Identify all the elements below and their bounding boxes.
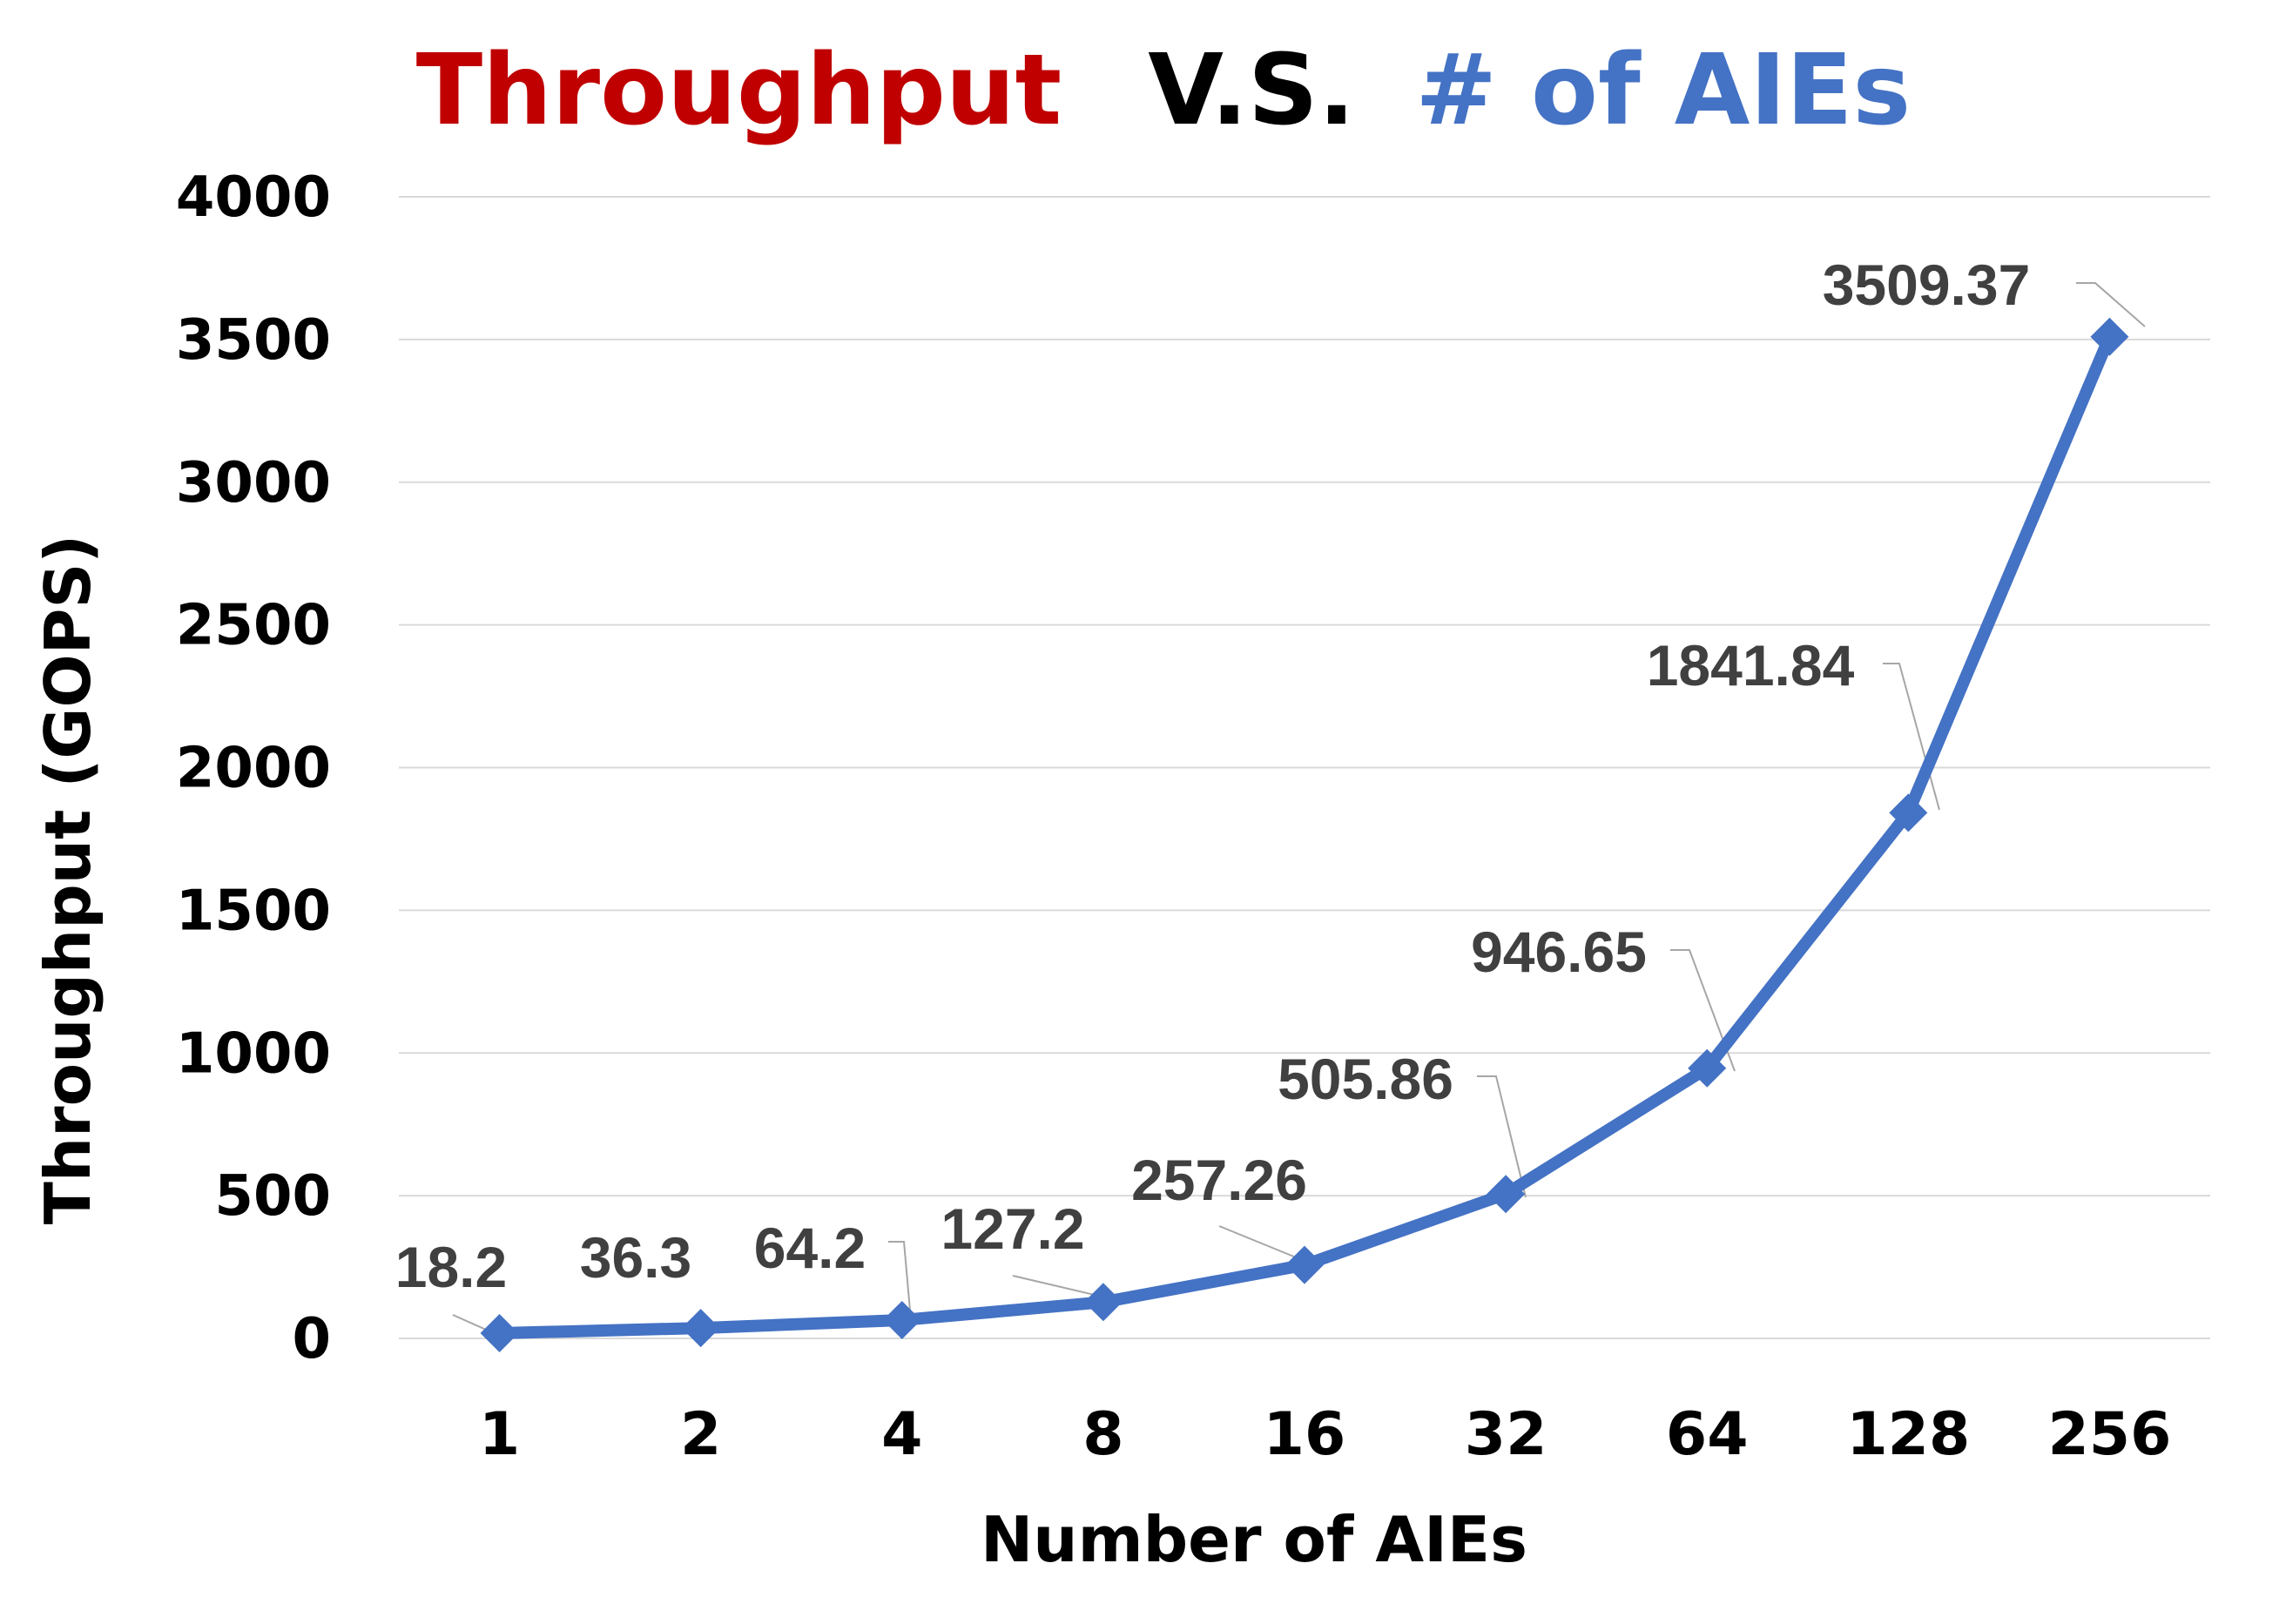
- data-point-marker: [2090, 317, 2129, 356]
- y-tick-label: 3000: [176, 451, 331, 516]
- x-axis-title: Number of AIEs: [981, 1503, 1527, 1576]
- y-tick-label: 500: [214, 1164, 331, 1229]
- chart-title-aies: # of AIEs: [1415, 34, 1911, 147]
- x-tick-label: 128: [1846, 1400, 1970, 1469]
- data-label-leader: [1883, 663, 1940, 811]
- y-axis-ticks: 0 500 1000 1500 2000 2500 3000 3500 4000: [176, 165, 331, 1371]
- series-markers: [480, 317, 2129, 1353]
- data-point-marker: [882, 1300, 921, 1339]
- y-tick-label: 2000: [176, 737, 331, 801]
- data-label: 18.2: [395, 1235, 507, 1299]
- data-point-marker: [480, 1314, 519, 1353]
- data-label-leader: [1670, 949, 1736, 1072]
- data-label: 3509.37: [1823, 253, 2031, 317]
- data-point-marker: [1688, 1048, 1727, 1088]
- gridlines: [399, 196, 2210, 1339]
- data-point-marker: [1083, 1283, 1123, 1322]
- data-label: 36.3: [580, 1225, 691, 1290]
- y-axis-title: Throughput (GOPS): [31, 535, 105, 1224]
- y-tick-label: 2500: [176, 594, 331, 658]
- chart-title: Throughput V.S. # of AIEs: [416, 34, 1911, 147]
- x-tick-label: 4: [881, 1400, 922, 1469]
- y-tick-label: 1500: [176, 879, 331, 943]
- data-label: 64.2: [754, 1216, 866, 1280]
- data-point-marker: [1487, 1175, 1526, 1214]
- data-label-leader: [888, 1241, 911, 1311]
- data-point-marker: [1889, 793, 1928, 832]
- data-labels: 18.2 36.3 64.2 127.2 257.26 505.86 946.65 1841.…: [395, 253, 2031, 1299]
- y-tick-label: 0: [292, 1307, 331, 1371]
- y-tick-label: 4000: [176, 165, 331, 230]
- x-tick-label: 16: [1264, 1400, 1346, 1469]
- y-tick-label: 1000: [176, 1021, 331, 1086]
- chart-title-vs: V.S.: [1148, 34, 1355, 147]
- chart-title-throughput: Throughput: [416, 34, 1062, 147]
- data-label: 946.65: [1471, 920, 1647, 984]
- x-tick-label: 64: [1666, 1400, 1749, 1469]
- data-label-leader: [1477, 1075, 1527, 1198]
- x-tick-label: 32: [1465, 1400, 1547, 1469]
- x-tick-label: 256: [2047, 1400, 2171, 1469]
- data-point-marker: [1285, 1245, 1324, 1284]
- data-label: 257.26: [1131, 1148, 1307, 1212]
- data-label: 127.2: [941, 1196, 1084, 1261]
- data-label-leader: [2076, 282, 2146, 327]
- x-tick-label: 1: [479, 1400, 520, 1469]
- x-tick-label: 2: [680, 1400, 721, 1469]
- x-axis-ticks: 1 2 4 8 16 32 64 128 256: [479, 1400, 2172, 1469]
- x-tick-label: 8: [1082, 1400, 1123, 1469]
- data-label: 1841.84: [1647, 633, 1855, 697]
- data-point-marker: [681, 1309, 720, 1348]
- y-tick-label: 3500: [176, 308, 331, 373]
- data-label: 505.86: [1278, 1047, 1453, 1111]
